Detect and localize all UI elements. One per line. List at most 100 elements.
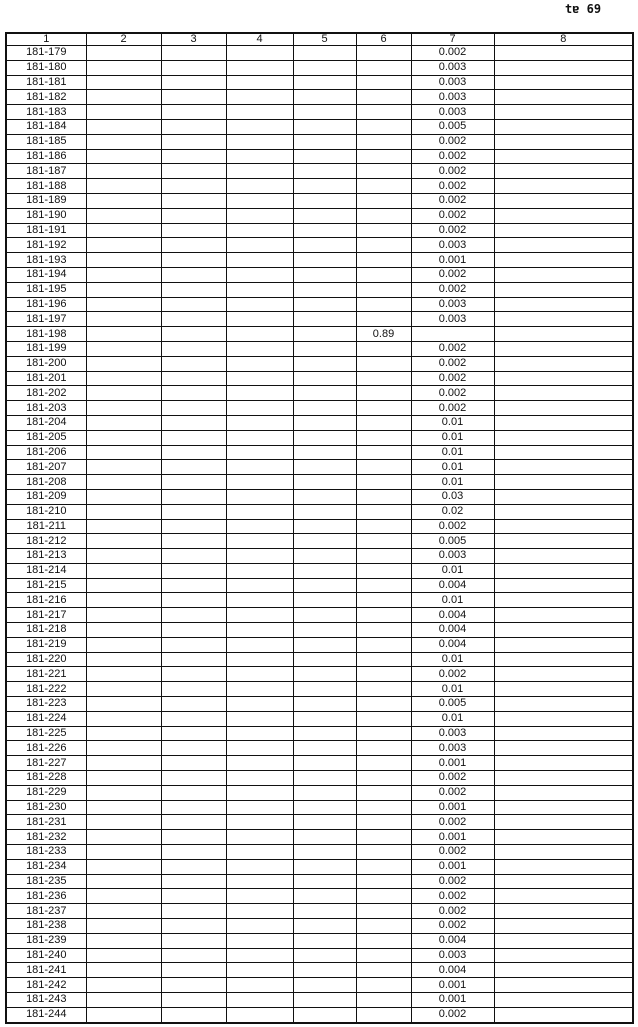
cell-col-7: 0.002 (410, 281, 495, 298)
table-row: 181-237 0.002 (5, 903, 634, 920)
cell-col-8 (493, 888, 634, 905)
cell-col-5 (292, 607, 357, 624)
cell-col-6 (355, 207, 412, 224)
cell-col-8 (493, 681, 634, 698)
cell-col-4 (225, 74, 294, 91)
cell-col-8 (493, 266, 634, 283)
table-row: 181-240 0.003 (5, 947, 634, 964)
cell-col-4 (225, 222, 294, 239)
cell-col-2 (85, 992, 162, 1008)
cell-col-2 (85, 607, 162, 624)
cell-col-4 (225, 296, 294, 313)
cell-col-7: 0.002 (410, 814, 495, 831)
cell-col-5 (292, 533, 357, 550)
cell-col-7: 0.01 (410, 710, 495, 727)
cell-col-7: 0.003 (410, 947, 495, 964)
cell-col-1: 181-244 (5, 1006, 87, 1024)
cell-col-8 (493, 666, 634, 683)
cell-col-5 (292, 918, 357, 934)
cell-col-8 (493, 918, 634, 934)
cell-col-6 (355, 755, 412, 772)
cell-col-7: 0.01 (410, 414, 495, 431)
cell-col-6 (355, 829, 412, 846)
cell-col-2 (85, 947, 162, 964)
cell-col-8 (493, 459, 634, 476)
cell-col-2 (85, 281, 162, 298)
cell-col-1: 181-224 (5, 710, 87, 727)
cell-col-8 (493, 725, 634, 742)
cell-col-7: 0.002 (410, 148, 495, 165)
cell-col-8 (493, 355, 634, 372)
table-row: 181-204 0.01 (5, 414, 634, 431)
cell-col-3 (160, 488, 227, 505)
cell-col-4 (225, 681, 294, 698)
cell-col-4 (225, 237, 294, 254)
cell-col-5 (292, 104, 357, 120)
table-row: 181-209 0.03 (5, 488, 634, 505)
cell-col-3 (160, 385, 227, 402)
cell-col-8 (493, 814, 634, 831)
cell-col-8 (493, 148, 634, 165)
table-row: 181-196 0.003 (5, 296, 634, 313)
cell-col-2 (85, 755, 162, 772)
cell-col-4 (225, 992, 294, 1008)
cell-col-4 (225, 562, 294, 579)
table-row: 181-236 0.002 (5, 888, 634, 905)
cell-col-4 (225, 89, 294, 106)
cell-col-4 (225, 45, 294, 61)
table-row: 181-225 0.003 (5, 725, 634, 742)
cell-col-6 (355, 562, 412, 579)
cell-col-2 (85, 192, 162, 209)
cell-col-3 (160, 444, 227, 461)
cell-col-2 (85, 488, 162, 505)
cell-col-8 (493, 104, 634, 120)
cell-col-1: 181-192 (5, 237, 87, 254)
cell-col-2 (85, 622, 162, 638)
cell-col-5 (292, 281, 357, 298)
column-header-7: 7 (410, 32, 495, 46)
cell-col-3 (160, 340, 227, 357)
cell-col-1: 181-206 (5, 444, 87, 461)
cell-col-8 (493, 710, 634, 727)
cell-col-3 (160, 355, 227, 372)
table-row: 181-179 0.002 (5, 45, 634, 61)
cell-col-1: 181-203 (5, 400, 87, 416)
cell-col-3 (160, 266, 227, 283)
table-row: 181-221 0.002 (5, 666, 634, 683)
table-row: 181-216 0.01 (5, 592, 634, 609)
cell-col-4 (225, 326, 294, 342)
cell-col-5 (292, 548, 357, 564)
cell-col-7: 0.002 (410, 844, 495, 860)
cell-col-8 (493, 636, 634, 653)
cell-col-4 (225, 474, 294, 490)
cell-col-7: 0.005 (410, 533, 495, 550)
cell-col-7: 0.001 (410, 858, 495, 875)
cell-col-8 (493, 237, 634, 254)
cell-col-2 (85, 133, 162, 150)
cell-col-6 (355, 636, 412, 653)
cell-col-1: 181-189 (5, 192, 87, 209)
cell-col-5 (292, 296, 357, 313)
cell-col-5 (292, 400, 357, 416)
cell-col-1: 181-215 (5, 577, 87, 594)
cell-col-2 (85, 311, 162, 328)
cell-col-4 (225, 740, 294, 757)
cell-col-1: 181-228 (5, 770, 87, 786)
cell-col-1: 181-230 (5, 799, 87, 816)
cell-col-7: 0.003 (410, 104, 495, 120)
cell-col-3 (160, 844, 227, 860)
cell-col-2 (85, 784, 162, 801)
page-number: tɐ 69 (565, 2, 602, 16)
cell-col-8 (493, 311, 634, 328)
cell-col-8 (493, 385, 634, 402)
cell-col-7: 0.002 (410, 163, 495, 180)
cell-col-5 (292, 592, 357, 609)
cell-col-5 (292, 755, 357, 772)
cell-col-8 (493, 45, 634, 61)
cell-col-6 (355, 74, 412, 91)
cell-col-7: 0.004 (410, 932, 495, 949)
cell-col-7: 0.02 (410, 503, 495, 520)
cell-col-3 (160, 666, 227, 683)
cell-col-3 (160, 562, 227, 579)
cell-col-5 (292, 666, 357, 683)
